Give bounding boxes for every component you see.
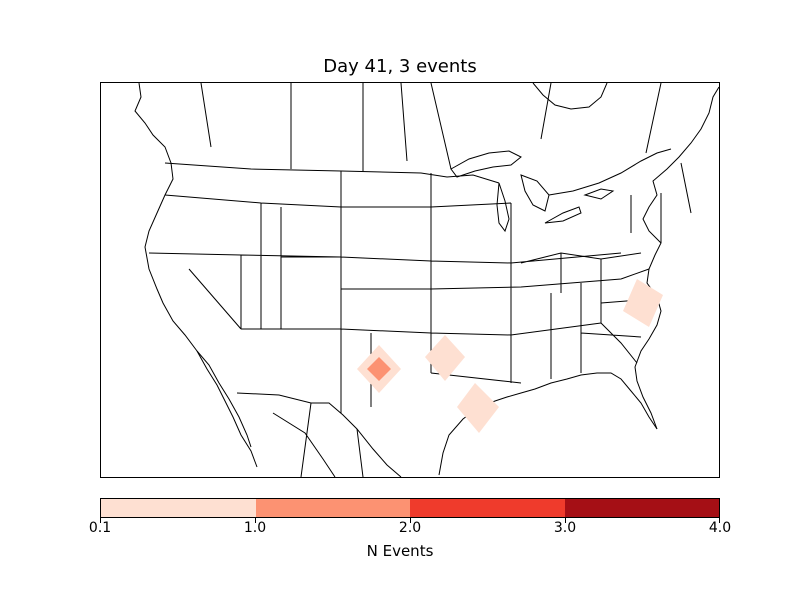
colorbar-tick <box>255 518 256 523</box>
colorbar-label: N Events <box>366 542 434 560</box>
colorbar-segment-4 <box>564 499 719 517</box>
state-lines <box>148 83 692 477</box>
colorbar-segment-2 <box>255 499 410 517</box>
atlantic-coastline <box>634 86 719 430</box>
lake-erie <box>544 206 582 224</box>
colorbar-segment-3 <box>410 499 565 517</box>
colorbar-tick-label: 1.0 <box>243 520 267 536</box>
baja-coastline <box>196 350 252 448</box>
lake-ontario <box>583 188 615 200</box>
us-canada-border-east <box>548 148 672 196</box>
lake-huron <box>520 174 550 212</box>
colorbar <box>100 498 720 518</box>
colorbar-tick <box>565 518 566 523</box>
event-marker-se-texas <box>457 383 499 433</box>
colorbar-tick <box>410 518 411 523</box>
lake-superior <box>450 150 522 178</box>
pacific-coastline <box>134 83 258 468</box>
map-canvas <box>134 83 719 477</box>
event-marker-tx-panhandle-core <box>367 357 391 381</box>
event-marker-ok-tx <box>425 335 465 381</box>
colorbar-tick-label: 3.0 <box>553 520 577 536</box>
event-markers <box>357 279 663 433</box>
lake-michigan <box>496 182 510 233</box>
colorbar-tick <box>719 518 720 523</box>
hudson-bay-coast <box>532 83 608 110</box>
colorbar-tick <box>100 518 101 523</box>
colorbar-tick-label: 2.0 <box>398 520 422 536</box>
us-mexico-border <box>236 392 402 477</box>
colorbar-tick-label: 4.0 <box>708 520 732 536</box>
event-marker-nc-coast <box>623 279 663 327</box>
colorbar-tick-label: 0.1 <box>88 520 112 536</box>
us-canada-border <box>164 162 500 184</box>
colorbar-segment-1 <box>101 499 256 517</box>
map-title: Day 41, 3 events <box>323 56 477 77</box>
map-panel <box>100 82 720 478</box>
gulf-coastline <box>438 372 658 476</box>
